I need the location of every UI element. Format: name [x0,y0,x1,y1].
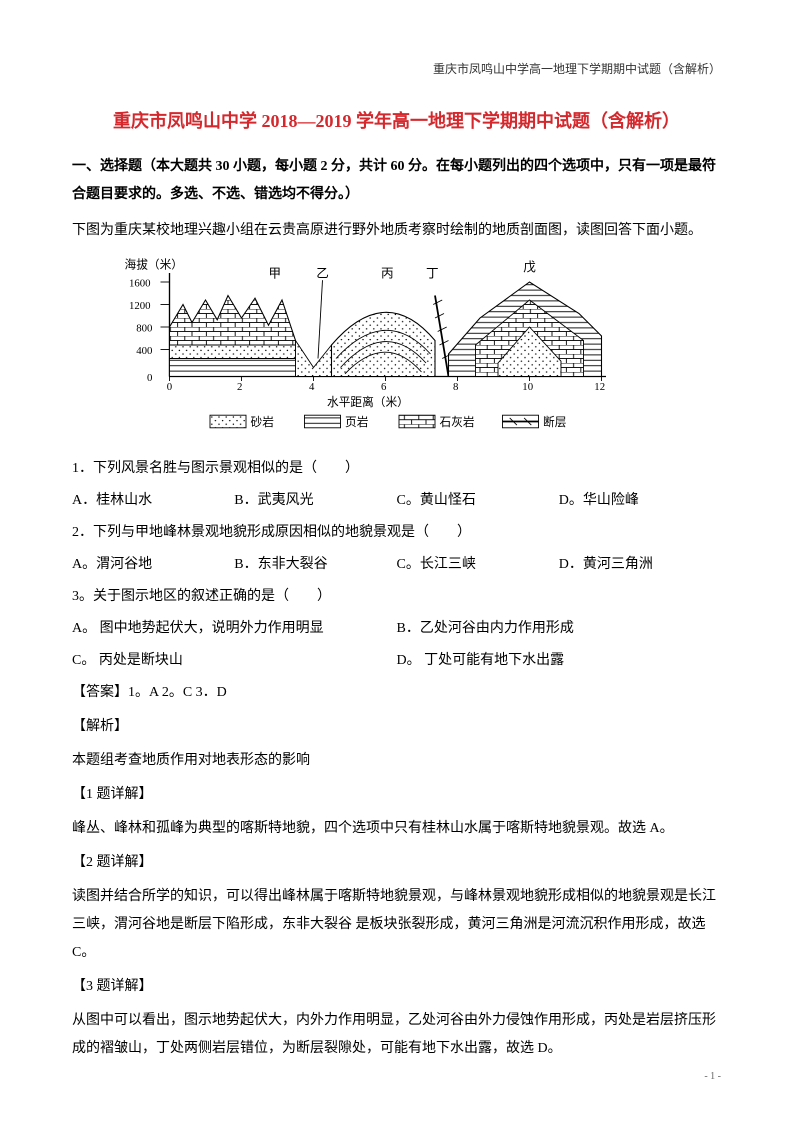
cross-section-svg: 海拔（米） 1600 1200 800 400 0 0 2 4 6 8 10 1… [92,255,652,435]
peak-jia [170,296,296,377]
question-3: 3。关于图示地区的叙述正确的是（ ） [72,583,721,611]
svg-text:断层: 断层 [543,415,567,429]
y-axis-label: 海拔（米） [125,258,183,272]
q2-options: A。渭河谷地 B．东非大裂谷 C。长江三峡 D．黄河三角洲 [72,551,721,579]
x-axis-label: 水平距离（米） [327,395,409,409]
svg-text:6: 6 [381,381,387,393]
marker-wu: 戊 [523,260,536,274]
q1-opt-b: B．武夷风光 [234,487,396,515]
svg-text:800: 800 [136,323,152,335]
marker-yi: 乙 [316,267,329,281]
q1-opt-d: D。华山险峰 [559,487,721,515]
detail3: 从图中可以看出，图示地势起伏大，内外力作用明显，乙处河谷由外力侵蚀作用形成，丙处… [72,1007,721,1063]
svg-text:10: 10 [522,381,533,393]
svg-text:8: 8 [453,381,458,393]
anticline-bing [332,312,436,376]
q2-opt-d: D．黄河三角洲 [559,551,721,579]
q3-options-2: C。 丙处是断块山 D。 丁处可能有地下水出露 [72,647,721,675]
marker-jia: 甲 [269,267,282,281]
svg-text:1200: 1200 [129,300,151,312]
detail3-label: 【3 题详解】 [72,973,721,1001]
valley-yi [296,341,332,377]
q2-opt-a: A。渭河谷地 [72,551,234,579]
page-number: - 1 - [704,1071,721,1082]
marker-bing: 丙 [381,267,394,281]
mountain-wu [449,282,602,377]
q3-opt-a: A。 图中地势起伏大，说明外力作用明显 [72,615,397,643]
svg-text:12: 12 [594,381,605,393]
detail1: 峰丛、峰林和孤峰为典型的喀斯特地貌，四个选项中只有桂林山水属于喀斯特地貌景观。故… [72,815,721,843]
analysis-label: 【解析】 [72,713,721,741]
fault-ding [435,296,449,377]
q1-opt-a: A．桂林山水 [72,487,234,515]
svg-text:页岩: 页岩 [345,415,369,429]
section-header: 一、选择题（本大题共 30 小题，每小题 2 分，共计 60 分。在每小题列出的… [72,153,721,209]
q3-options-1: A。 图中地势起伏大，说明外力作用明显 B．乙处河谷由内力作用形成 [72,615,721,643]
q3-opt-b: B．乙处河谷由内力作用形成 [397,615,722,643]
question-2: 2．下列与甲地峰林景观地貌形成原因相似的地貌景观是（ ） [72,519,721,547]
svg-text:砂岩: 砂岩 [251,415,275,429]
detail2-label: 【2 题详解】 [72,849,721,877]
q3-opt-d: D。 丁处可能有地下水出露 [397,647,722,675]
analysis-intro: 本题组考查地质作用对地表形态的影响 [72,747,721,775]
svg-text:1600: 1600 [129,278,151,290]
svg-text:2: 2 [237,381,242,393]
question-1: 1．下列风景名胜与图示景观相似的是（ ） [72,455,721,483]
svg-text:4: 4 [309,381,315,393]
detail2: 读图并结合所学的知识，可以得出峰林属于喀斯特地貌景观，与峰林景观地貌形成相似的地… [72,883,721,967]
q3-opt-c: C。 丙处是断块山 [72,647,397,675]
geology-diagram: 海拔（米） 1600 1200 800 400 0 0 2 4 6 8 10 1… [72,255,721,440]
marker-ding: 丁 [426,267,439,281]
answer: 【答案】1。A 2。C 3．D [72,679,721,707]
page-header: 重庆市凤鸣山中学高一地理下学期期中试题（含解析） [72,60,721,77]
document-title: 重庆市凤鸣山中学 2018—2019 学年高一地理下学期期中试题（含解析） [72,107,721,133]
svg-text:0: 0 [167,381,172,393]
svg-text:石灰岩: 石灰岩 [440,415,475,429]
q1-opt-c: C。黄山怪石 [397,487,559,515]
q2-opt-c: C。长江三峡 [397,551,559,579]
svg-text:400: 400 [136,345,152,357]
detail1-label: 【1 题详解】 [72,781,721,809]
q1-options: A．桂林山水 B．武夷风光 C。黄山怪石 D。华山险峰 [72,487,721,515]
svg-text:0: 0 [147,372,152,384]
intro-paragraph: 下图为重庆某校地理兴趣小组在云贵高原进行野外地质考察时绘制的地质剖面图，读图回答… [72,217,721,245]
q2-opt-b: B．东非大裂谷 [234,551,396,579]
